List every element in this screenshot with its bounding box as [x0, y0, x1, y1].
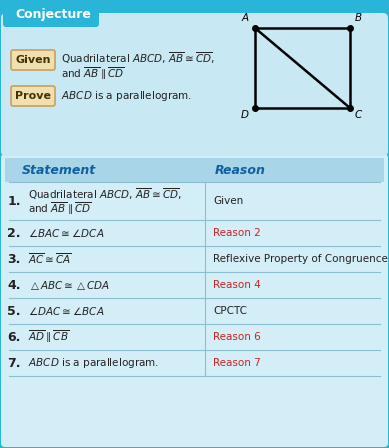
FancyBboxPatch shape	[1, 13, 388, 156]
Text: $\overline{AC}\cong\overline{CA}$: $\overline{AC}\cong\overline{CA}$	[28, 252, 72, 267]
Text: 3.: 3.	[7, 253, 21, 266]
Text: Given: Given	[213, 196, 243, 206]
FancyBboxPatch shape	[3, 1, 99, 27]
Text: Conjecture: Conjecture	[15, 8, 91, 21]
Text: B: B	[355, 13, 362, 23]
Text: 2.: 2.	[7, 227, 21, 240]
Text: Reason 2: Reason 2	[213, 228, 261, 238]
Text: D: D	[241, 110, 249, 120]
Text: A: A	[242, 13, 249, 23]
Text: Given: Given	[15, 55, 51, 65]
Text: 6.: 6.	[7, 331, 21, 344]
FancyBboxPatch shape	[1, 154, 388, 447]
Text: Reflexive Property of Congruence: Reflexive Property of Congruence	[213, 254, 388, 264]
Text: $\triangle ABC\cong\triangle CDA$: $\triangle ABC\cong\triangle CDA$	[28, 279, 110, 292]
Text: C: C	[355, 110, 362, 120]
Text: $ABCD$ is a parallelogram.: $ABCD$ is a parallelogram.	[28, 356, 159, 370]
Text: Quadrilateral $ABCD$, $\overline{AB}\cong\overline{CD}$,: Quadrilateral $ABCD$, $\overline{AB}\con…	[61, 50, 215, 66]
FancyBboxPatch shape	[11, 86, 55, 106]
Text: 7.: 7.	[7, 357, 21, 370]
Bar	[5, 158, 384, 182]
Text: Reason 4: Reason 4	[213, 280, 261, 290]
Text: 4.: 4.	[7, 279, 21, 292]
Text: Prove: Prove	[15, 91, 51, 101]
Text: CPCTC: CPCTC	[213, 306, 247, 316]
Text: 1.: 1.	[7, 194, 21, 207]
Text: Statement: Statement	[22, 164, 96, 177]
Text: $\overline{AD}\parallel\overline{CB}$: $\overline{AD}\parallel\overline{CB}$	[28, 329, 69, 345]
Text: 5.: 5.	[7, 305, 21, 318]
Text: Quadrilateral $ABCD$, $\overline{AB}\cong\overline{CD}$,: Quadrilateral $ABCD$, $\overline{AB}\con…	[28, 186, 182, 202]
Text: Reason: Reason	[215, 164, 266, 177]
Text: Reason 7: Reason 7	[213, 358, 261, 368]
Text: $\angle DAC\cong\angle BCA$: $\angle DAC\cong\angle BCA$	[28, 305, 104, 317]
Text: $\angle BAC\cong\angle DCA$: $\angle BAC\cong\angle DCA$	[28, 227, 104, 239]
Text: $ABCD$ is a parallelogram.: $ABCD$ is a parallelogram.	[61, 89, 192, 103]
FancyBboxPatch shape	[11, 50, 55, 70]
Text: and $\overline{AB}\parallel\overline{CD}$: and $\overline{AB}\parallel\overline{CD}…	[61, 66, 124, 82]
Text: Reason 6: Reason 6	[213, 332, 261, 342]
Text: and $\overline{AB}\parallel\overline{CD}$: and $\overline{AB}\parallel\overline{CD}…	[28, 201, 91, 217]
